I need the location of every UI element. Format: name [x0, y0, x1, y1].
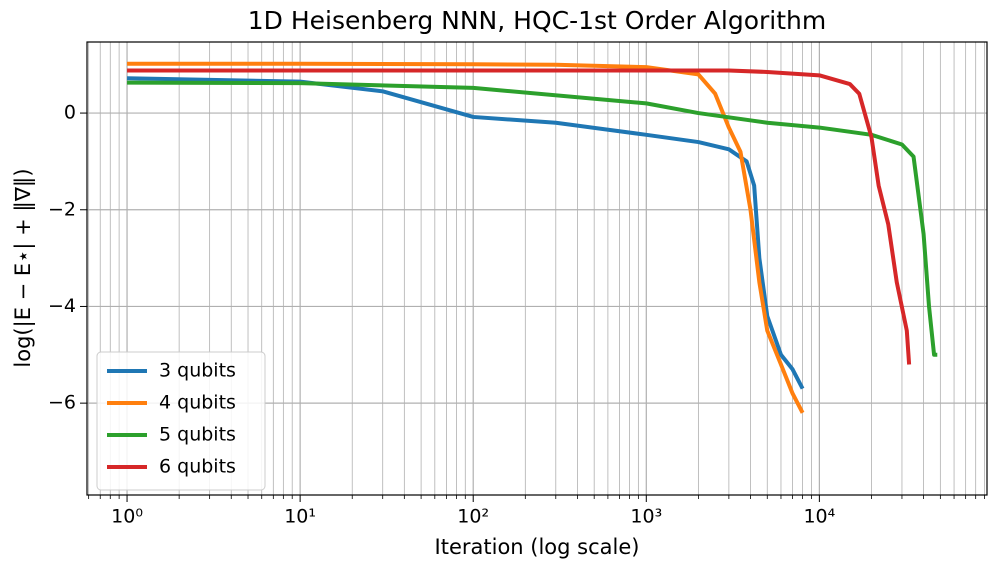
chart-title: 1D Heisenberg NNN, HQC-1st Order Algorit…	[248, 6, 826, 35]
y-tick-label: −6	[48, 392, 76, 414]
x-tick-label: 10¹	[284, 506, 316, 528]
x-tick-label: 10⁰	[111, 506, 143, 528]
y-tick-label: −2	[48, 198, 76, 220]
legend-label: 3 qubits	[159, 360, 236, 382]
x-tick-label: 10²	[457, 506, 489, 528]
plot-frame	[86, 41, 988, 496]
legend-label: 5 qubits	[159, 424, 236, 446]
series-line	[127, 76, 805, 390]
y-tick-label: −4	[48, 295, 76, 317]
x-tick-label: 10³	[630, 506, 662, 528]
y-axis-label: log(|E − E⋆| + ‖∇‖)	[11, 168, 36, 367]
x-axis-label: Iteration (log scale)	[435, 535, 640, 559]
series-line	[127, 61, 805, 414]
x-tick-label: 10⁴	[803, 506, 835, 528]
legend-label: 4 qubits	[159, 392, 236, 414]
series-line	[127, 68, 912, 365]
legend-label: 6 qubits	[159, 456, 236, 478]
y-tick-label: 0	[64, 102, 76, 124]
legend-box	[96, 351, 266, 491]
series-line	[127, 80, 938, 357]
